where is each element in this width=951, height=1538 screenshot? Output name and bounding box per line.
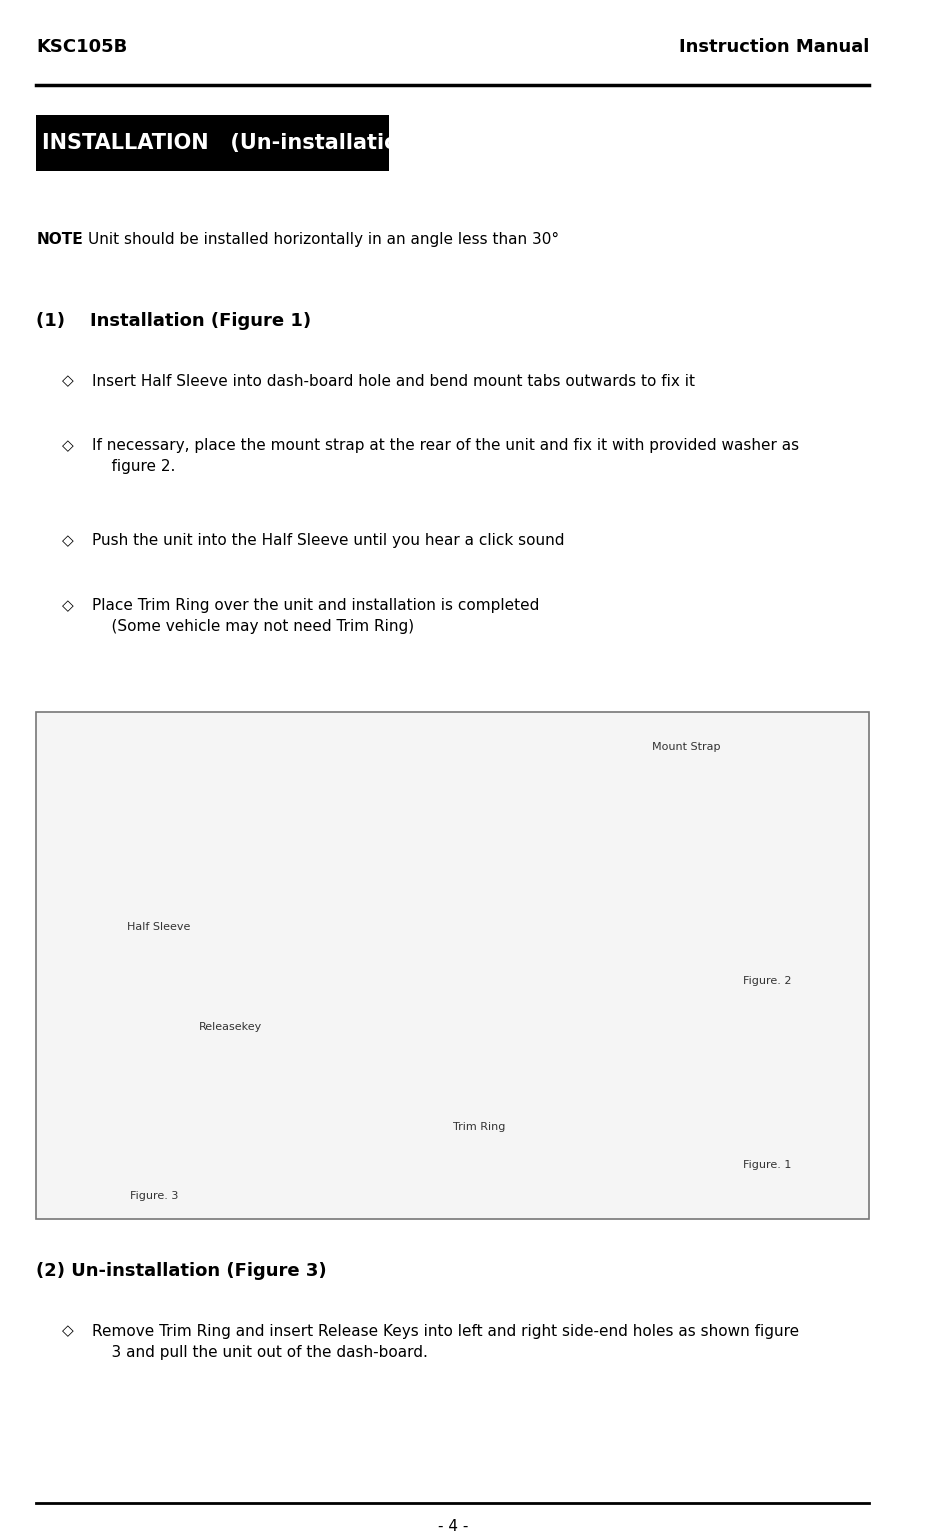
Text: ◇: ◇: [62, 598, 73, 614]
Text: INSTALLATION   (Un-installation): INSTALLATION (Un-installation): [42, 132, 422, 152]
Text: Half Sleeve: Half Sleeve: [126, 921, 190, 932]
Bar: [36, 712, 869, 1220]
Text: Figure. 2: Figure. 2: [743, 975, 791, 986]
Text: If necessary, place the mount strap at the rear of the unit and fix it with prov: If necessary, place the mount strap at t…: [92, 438, 800, 474]
Text: (1)    Installation (Figure 1): (1) Installation (Figure 1): [36, 312, 311, 331]
Text: Figure. 1: Figure. 1: [743, 1160, 791, 1170]
Text: Push the unit into the Half Sleeve until you hear a click sound: Push the unit into the Half Sleeve until…: [92, 534, 565, 549]
Text: NOTE: NOTE: [36, 232, 83, 248]
FancyBboxPatch shape: [36, 115, 390, 171]
Text: Releasekey: Releasekey: [200, 1021, 262, 1032]
Text: ◇: ◇: [62, 374, 73, 389]
Text: KSC105B: KSC105B: [36, 38, 127, 57]
Text: - 4 -: - 4 -: [437, 1518, 468, 1533]
Text: ◇: ◇: [62, 1324, 73, 1338]
Text: Remove Trim Ring and insert Release Keys into left and right side-end holes as s: Remove Trim Ring and insert Release Keys…: [92, 1324, 800, 1360]
Text: Trim Ring: Trim Ring: [453, 1121, 505, 1132]
Text: Figure. 3: Figure. 3: [129, 1190, 178, 1201]
Text: Place Trim Ring over the unit and installation is completed
    (Some vehicle ma: Place Trim Ring over the unit and instal…: [92, 598, 540, 634]
Text: ◇: ◇: [62, 534, 73, 549]
Text: Instruction Manual: Instruction Manual: [679, 38, 869, 57]
Text: Insert Half Sleeve into dash-board hole and bend mount tabs outwards to fix it: Insert Half Sleeve into dash-board hole …: [92, 374, 695, 389]
Text: Mount Strap: Mount Strap: [652, 743, 721, 752]
Text: (2) Un-installation (Figure 3): (2) Un-installation (Figure 3): [36, 1263, 327, 1280]
Text: : Unit should be installed horizontally in an angle less than 30°: : Unit should be installed horizontally …: [78, 232, 559, 248]
Text: ◇: ◇: [62, 438, 73, 454]
